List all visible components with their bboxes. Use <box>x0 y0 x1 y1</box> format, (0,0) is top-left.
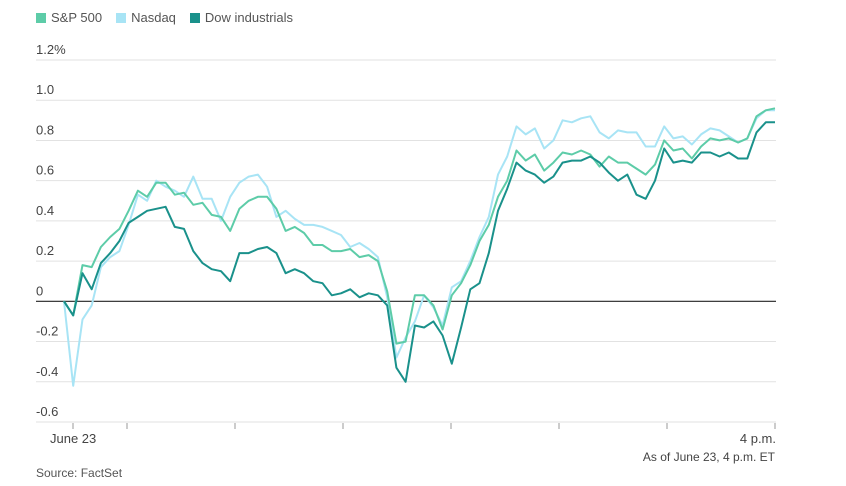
y-tick-label: -0.2 <box>36 324 58 339</box>
x-tick-label: 4 p.m. <box>740 431 776 446</box>
as-of-note: As of June 23, 4 p.m. ET <box>642 450 775 464</box>
series-line-s-p-500 <box>63 107 776 345</box>
y-tick-label: 0 <box>36 283 43 298</box>
source-note: Source: FactSet <box>36 466 123 480</box>
legend-swatch-dow <box>189 12 200 23</box>
y-tick-label: 1.2% <box>36 42 66 57</box>
legend-item-nasdaq: Nasdaq <box>116 10 176 25</box>
y-tick-label: 0.6 <box>36 163 54 178</box>
y-tick-label: 0.4 <box>36 203 54 218</box>
x-tick-label: June 23 <box>50 431 96 446</box>
legend-item-dow: Dow industrials <box>189 10 294 25</box>
series-line-nasdaq <box>63 109 775 387</box>
y-tick-label: 0.8 <box>36 122 54 137</box>
legend-label-dow: Dow industrials <box>204 10 294 25</box>
y-tick-label: -0.6 <box>36 404 58 419</box>
y-tick-label: 0.2 <box>36 243 54 258</box>
legend: S&P 500 Nasdaq Dow industrials <box>36 10 293 25</box>
y-tick-label: 1.0 <box>36 82 54 97</box>
legend-swatch-sp500 <box>36 12 46 23</box>
legend-swatch-nasdaq <box>116 12 127 23</box>
series-line-dow-industrials <box>63 121 775 383</box>
legend-label-sp500: S&P 500 <box>51 10 103 25</box>
legend-label-nasdaq: Nasdaq <box>131 10 176 25</box>
legend-item-sp500: S&P 500 <box>36 10 102 25</box>
y-tick-label: -0.4 <box>36 364 58 379</box>
